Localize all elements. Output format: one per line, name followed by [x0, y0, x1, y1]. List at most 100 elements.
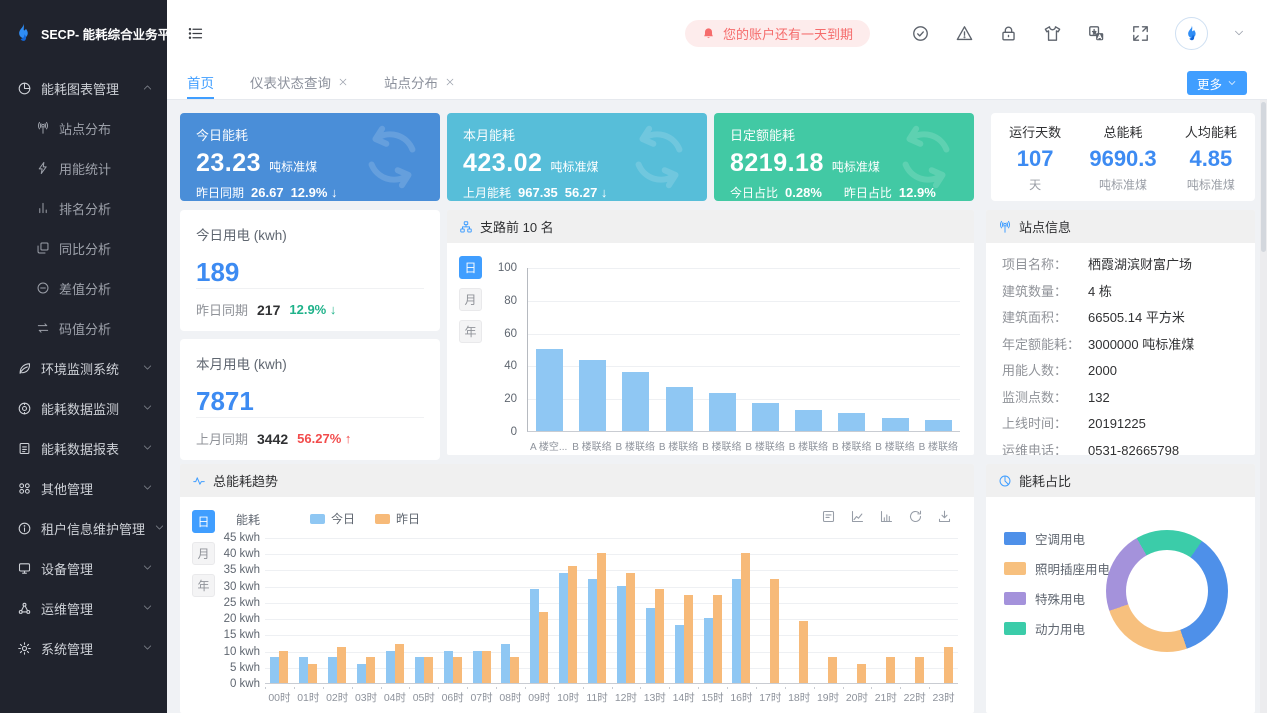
sidebar-subitem-0-3[interactable]: 同比分析 [0, 228, 167, 268]
sidebar-item-2[interactable]: 能耗数据监测 [0, 388, 167, 428]
bar[interactable] [674, 624, 684, 683]
lock-icon[interactable] [999, 24, 1018, 43]
bar[interactable] [559, 572, 569, 683]
bar[interactable] [299, 657, 309, 683]
sidebar-item-6[interactable]: 设备管理 [0, 548, 167, 588]
sidebar-subitem-0-0[interactable]: 站点分布 [0, 108, 167, 148]
bar[interactable] [683, 595, 693, 683]
sidebar-item-7[interactable]: 运维管理 [0, 588, 167, 628]
bar[interactable] [856, 663, 866, 683]
account-expiry-alert[interactable]: 您的账户还有一天到期 [684, 19, 870, 47]
bar[interactable] [795, 409, 823, 431]
palette-icon[interactable] [911, 24, 930, 43]
bar[interactable] [579, 360, 607, 431]
bar[interactable] [703, 618, 713, 683]
menu-collapse-icon[interactable] [187, 25, 204, 42]
bar[interactable] [654, 588, 664, 683]
avatar[interactable] [1175, 16, 1208, 50]
bar[interactable] [443, 650, 453, 683]
bar[interactable] [741, 553, 751, 683]
vertical-scrollbar[interactable] [1260, 100, 1267, 713]
sidebar-item-0[interactable]: 能耗图表管理 [0, 68, 167, 108]
bar[interactable] [530, 588, 540, 683]
toggle-月[interactable]: 月 [459, 288, 482, 311]
shirt-icon[interactable] [1043, 24, 1062, 43]
tab-0[interactable]: 首页 [187, 66, 214, 99]
pie-legend-item-2[interactable]: 特殊用电 [1004, 589, 1110, 608]
toggle-月[interactable]: 月 [192, 542, 215, 565]
bar[interactable] [423, 657, 433, 683]
bar[interactable] [414, 657, 424, 683]
bar[interactable] [625, 572, 635, 683]
bar[interactable] [539, 611, 549, 683]
sidebar-subitem-0-1[interactable]: 用能统计 [0, 148, 167, 188]
sidebar-item-5[interactable]: 租户信息维护管理 [0, 508, 167, 548]
bar[interactable] [366, 657, 376, 683]
sidebar-subitem-0-4[interactable]: 差值分析 [0, 268, 167, 308]
download-icon[interactable] [937, 509, 952, 524]
bar[interactable] [914, 657, 924, 683]
warning-icon[interactable] [955, 24, 974, 43]
bar[interactable] [394, 644, 404, 683]
bar[interactable] [616, 585, 626, 683]
sidebar-subitem-0-2[interactable]: 排名分析 [0, 188, 167, 228]
bar[interactable] [828, 657, 838, 683]
bar[interactable] [270, 657, 280, 683]
bar[interactable] [732, 579, 742, 683]
bar[interactable] [481, 650, 491, 683]
close-icon[interactable] [445, 77, 455, 87]
sidebar-item-8[interactable]: 系统管理 [0, 628, 167, 668]
line-chart-icon[interactable] [850, 509, 865, 524]
bar[interactable] [328, 657, 338, 683]
more-button[interactable]: 更多 [1186, 71, 1247, 95]
bar[interactable] [597, 553, 607, 683]
sidebar-item-4[interactable]: 其他管理 [0, 468, 167, 508]
bar[interactable] [536, 349, 564, 431]
bar[interactable] [357, 663, 367, 683]
pie-legend-item-1[interactable]: 照明插座用电 [1004, 559, 1110, 578]
bar[interactable] [568, 566, 578, 683]
toggle-年[interactable]: 年 [192, 574, 215, 597]
refresh-icon[interactable] [908, 509, 923, 524]
pie-legend-item-0[interactable]: 空调用电 [1004, 529, 1110, 548]
chevron-down-icon[interactable] [1233, 27, 1245, 39]
legend-item-今日[interactable]: 今日 [310, 510, 355, 527]
bar[interactable] [622, 371, 650, 431]
bar[interactable] [385, 650, 395, 683]
tab-2[interactable]: 站点分布 [384, 66, 455, 99]
toggle-日[interactable]: 日 [192, 510, 215, 533]
bar[interactable] [943, 647, 953, 683]
translate-icon[interactable] [1087, 24, 1106, 43]
toggle-年[interactable]: 年 [459, 320, 482, 343]
bar[interactable] [588, 579, 598, 683]
bar[interactable] [645, 608, 655, 683]
bar[interactable] [472, 650, 482, 683]
legend-item-昨日[interactable]: 昨日 [375, 510, 420, 527]
bar[interactable] [799, 621, 809, 683]
fullscreen-icon[interactable] [1131, 24, 1150, 43]
bar[interactable] [665, 386, 693, 431]
bar[interactable] [885, 657, 895, 683]
bar[interactable] [510, 657, 520, 683]
bar[interactable] [712, 595, 722, 683]
bar[interactable] [752, 403, 780, 431]
sidebar-item-1[interactable]: 环境监测系统 [0, 348, 167, 388]
close-icon[interactable] [338, 77, 348, 87]
bar[interactable] [501, 644, 511, 683]
bar[interactable] [838, 412, 866, 431]
bar[interactable] [770, 579, 780, 683]
bar[interactable] [924, 420, 952, 431]
bar-chart-icon[interactable] [879, 509, 894, 524]
tab-1[interactable]: 仪表状态查询 [250, 66, 348, 99]
bar[interactable] [308, 663, 318, 683]
toggle-日[interactable]: 日 [459, 256, 482, 279]
scrollbar-thumb[interactable] [1261, 102, 1266, 252]
bar[interactable] [452, 657, 462, 683]
pie-legend-item-3[interactable]: 动力用电 [1004, 619, 1110, 638]
bar[interactable] [279, 650, 289, 683]
sidebar-item-3[interactable]: 能耗数据报表 [0, 428, 167, 468]
bar[interactable] [708, 393, 736, 431]
data-view-icon[interactable] [821, 509, 836, 524]
sidebar-subitem-0-5[interactable]: 码值分析 [0, 308, 167, 348]
bar[interactable] [881, 417, 909, 431]
